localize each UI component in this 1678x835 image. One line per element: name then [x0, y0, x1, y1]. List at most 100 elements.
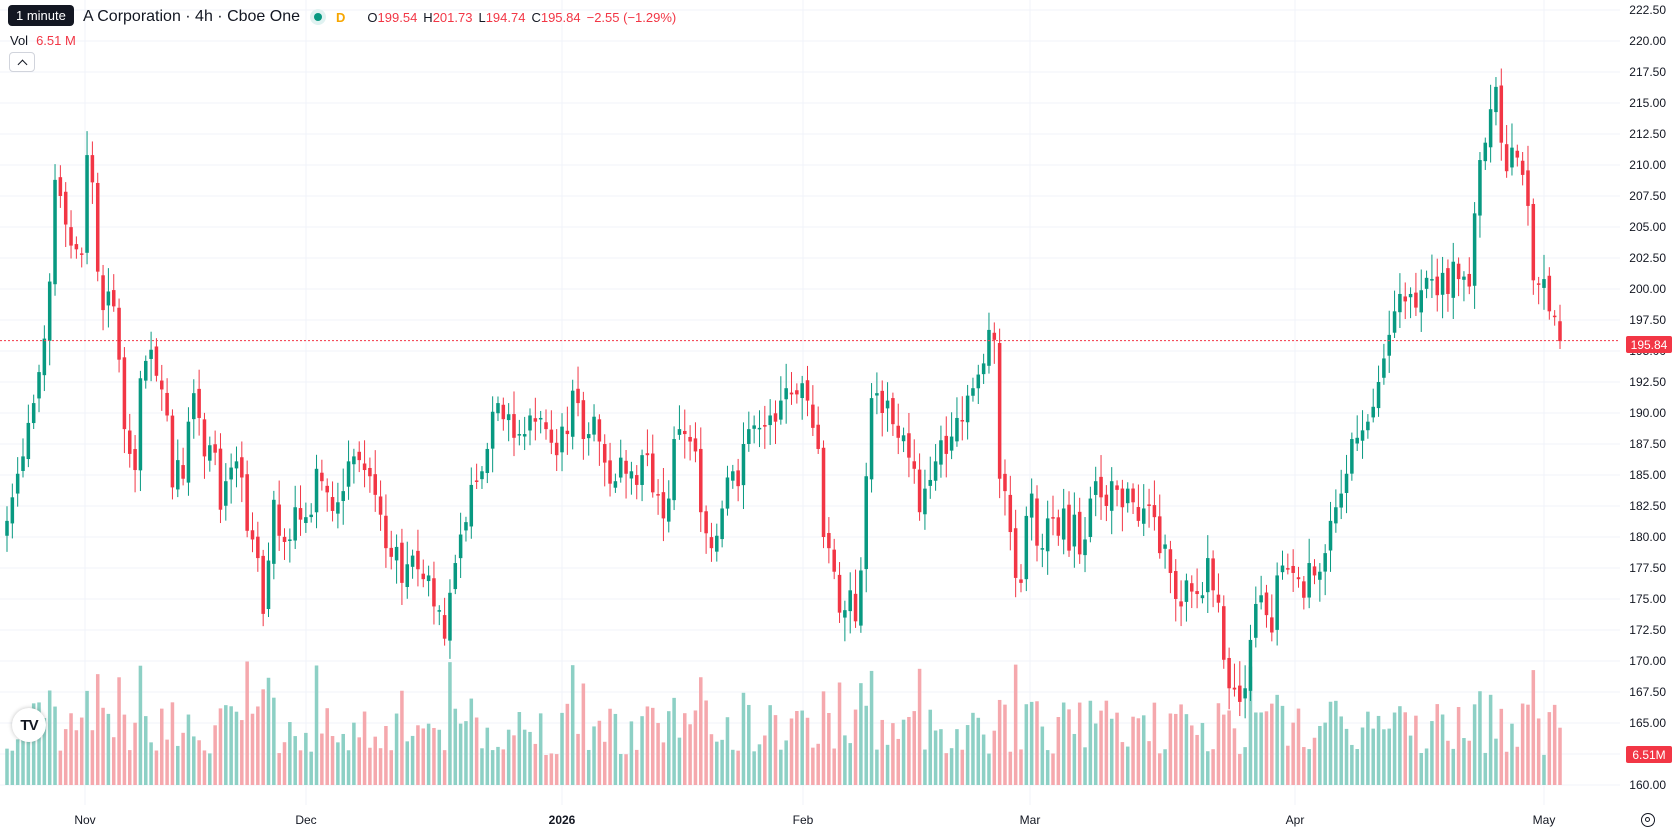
candle-body [1083, 539, 1087, 556]
candle-body [1264, 592, 1269, 616]
symbol-title[interactable]: A Corporation · 4h · Cboe One [83, 8, 301, 25]
candle-body [800, 383, 804, 399]
volume-bar [522, 729, 527, 785]
candle-body [1067, 504, 1071, 551]
volume-bar [693, 710, 698, 785]
candle-body [192, 393, 196, 420]
volume-bar [1179, 704, 1183, 785]
volume-bar [1195, 734, 1199, 785]
candle-body [122, 357, 127, 430]
candle-body [1157, 516, 1162, 554]
volume-bar [923, 749, 927, 785]
volume-bar [608, 708, 612, 785]
volume-bar [1536, 718, 1541, 785]
candle-body [1307, 563, 1311, 598]
low-label: L [478, 9, 486, 25]
candle-body [437, 610, 442, 612]
candle-body [645, 453, 650, 456]
open-value: 199.54 [377, 9, 418, 25]
candle-body [827, 533, 831, 549]
volume-bar [1061, 702, 1066, 785]
volume-bar [1392, 712, 1397, 785]
volume-bar [464, 721, 468, 785]
volume-bar [715, 741, 719, 785]
candle-body [560, 426, 564, 453]
candle-body [143, 360, 148, 381]
candle-body [95, 182, 100, 272]
volume-bar [1456, 707, 1461, 785]
candle-body [400, 542, 404, 583]
chevron-up-icon[interactable] [9, 52, 35, 72]
volume-bar [1099, 710, 1103, 785]
candle-body [501, 404, 506, 420]
volume-legend[interactable]: Vol 6.51 M [10, 33, 76, 48]
volume-bar [736, 750, 740, 785]
time-tick-label: May [1533, 813, 1556, 827]
volume-bar [859, 683, 863, 785]
volume-bar [618, 754, 623, 785]
volume-bar [1323, 722, 1327, 785]
candle-body [1526, 170, 1530, 206]
volume-bar [763, 735, 767, 785]
gear-icon[interactable] [1641, 813, 1655, 827]
time-tick-label: Nov [74, 813, 95, 827]
candle-body [1152, 505, 1157, 518]
volume-tag: 6.51M [1632, 748, 1665, 762]
candle-body [1024, 515, 1029, 580]
candle-body [1462, 276, 1466, 280]
volume-bar [976, 717, 981, 785]
candle-body [15, 473, 20, 494]
volume-bar [1542, 754, 1546, 785]
volume-bar [453, 708, 458, 785]
candle-body [1243, 688, 1247, 699]
volume-bar [827, 713, 831, 785]
volume-bar [560, 712, 564, 785]
volume-bar [314, 665, 319, 785]
volume-bar [1088, 700, 1093, 785]
candle-body [1392, 311, 1397, 333]
candle-body [1147, 504, 1151, 506]
volume-bar [63, 729, 68, 785]
candle-body [58, 177, 63, 196]
time-axis[interactable]: Nov Dec 2026 Feb Mar Apr May [74, 813, 1555, 827]
volume-bar [69, 713, 73, 785]
time-tick-label: Mar [1020, 813, 1041, 827]
candle-body [373, 474, 377, 495]
candle-body [1222, 606, 1226, 660]
volume-bar [869, 670, 874, 785]
candle-body [1093, 481, 1098, 495]
volume-bar [1488, 694, 1493, 785]
volume-bar [1270, 703, 1274, 785]
volume-bar [848, 743, 852, 785]
candle-body [1163, 544, 1167, 549]
volume-bar [1360, 727, 1365, 785]
candle-body [197, 388, 201, 418]
candle-body [325, 485, 329, 493]
candle-body [704, 511, 708, 534]
volume-bar [1328, 701, 1333, 785]
candle-body [1536, 283, 1541, 285]
volume-bar [1227, 710, 1231, 785]
price-tick-label: 160.00 [1629, 778, 1666, 792]
candle-body [405, 564, 410, 587]
volume-bar [480, 748, 484, 785]
candle-body [378, 496, 383, 515]
candle-body [1504, 144, 1509, 172]
candle-body [699, 448, 703, 513]
volume-bar [843, 735, 847, 785]
candle-body [1398, 293, 1402, 313]
candle-body [677, 429, 682, 435]
price-axis[interactable]: 222.50 220.00 217.50 215.00 212.50 210.00 207.… [1629, 3, 1666, 792]
candle-body [490, 411, 495, 449]
tradingview-logo-icon[interactable]: TV [12, 708, 46, 742]
candle-body [1238, 685, 1242, 702]
volume-bar [261, 689, 265, 785]
candle-body [912, 461, 917, 469]
chart-legend: A Corporation · 4h · Cboe One D O 199.54… [8, 6, 682, 28]
volume-bar [971, 712, 975, 785]
candle-body [1232, 687, 1237, 690]
candle-body [1344, 473, 1349, 494]
market-status-icon[interactable] [310, 9, 327, 25]
candle-body [1008, 494, 1013, 533]
